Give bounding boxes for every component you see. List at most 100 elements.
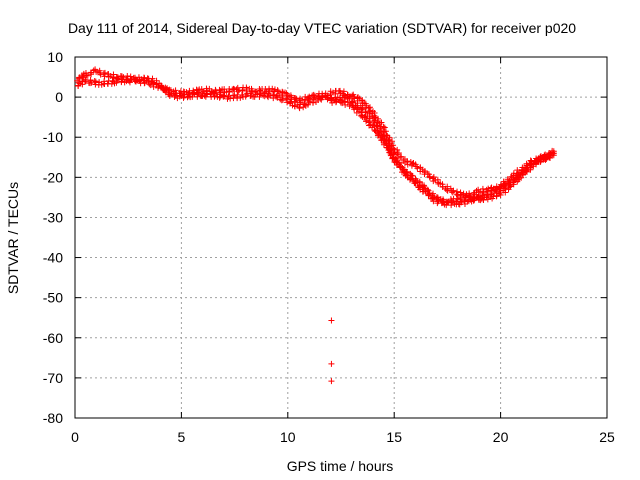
data-point <box>457 196 464 203</box>
data-point <box>397 163 404 170</box>
data-point <box>425 171 432 178</box>
data-point <box>375 115 382 122</box>
data-point <box>304 94 311 101</box>
data-point <box>135 77 142 84</box>
data-point <box>386 134 393 141</box>
data-point <box>311 92 318 99</box>
data-point <box>310 96 317 103</box>
data-point <box>328 378 335 385</box>
data-point <box>396 159 403 166</box>
y-tick-label: -70 <box>43 370 63 386</box>
data-point <box>474 193 481 200</box>
series-track-b <box>75 74 557 209</box>
x-axis-label: GPS time / hours <box>287 458 394 474</box>
data-point <box>84 72 91 79</box>
data-point <box>128 76 135 83</box>
data-point <box>287 92 294 99</box>
series-track-c <box>328 96 557 206</box>
data-point <box>454 192 461 199</box>
data-point <box>426 174 433 181</box>
data-point <box>349 102 356 109</box>
x-tick-label: 25 <box>599 429 615 445</box>
data-point <box>324 92 331 99</box>
data-point <box>496 184 503 191</box>
data-point <box>346 103 353 110</box>
y-tick-label: -80 <box>43 410 63 426</box>
y-axis-label: SDTVAR / TECUs <box>5 182 21 294</box>
data-point <box>359 105 366 112</box>
data-point <box>97 71 104 78</box>
data-point <box>543 156 550 163</box>
data-point <box>328 317 335 324</box>
data-point <box>337 99 344 106</box>
data-point <box>381 124 388 131</box>
data-point <box>386 149 393 156</box>
data-point <box>430 190 437 197</box>
data-point <box>462 194 469 201</box>
data-point <box>440 196 447 203</box>
chart-title: Day 111 of 2014, Sidereal Day-to-day VTE… <box>68 20 576 36</box>
data-point <box>523 168 530 175</box>
data-point <box>416 182 423 189</box>
axis-ticks: 10 0 -10 -20 -30 -40 -50 -60 -70 -80 0 5 10 15 20 25 <box>43 49 615 445</box>
data-point <box>332 90 339 97</box>
data-point <box>247 90 254 97</box>
data-point <box>271 86 278 93</box>
y-tick-label: 10 <box>47 49 63 65</box>
data-point <box>450 187 457 194</box>
data-point <box>537 158 544 165</box>
data-point <box>88 79 95 86</box>
data-point <box>537 155 544 162</box>
data-point <box>412 175 419 182</box>
data-point <box>216 94 223 101</box>
data-point <box>475 193 482 200</box>
data-point <box>378 119 385 126</box>
y-tick-label: -10 <box>43 129 63 145</box>
data-point <box>113 79 120 86</box>
data-marks <box>74 66 557 385</box>
data-point <box>454 188 461 195</box>
x-tick-label: 0 <box>71 429 79 445</box>
series-track-a <box>74 66 557 204</box>
data-point <box>467 193 474 200</box>
data-point <box>149 75 156 82</box>
data-point <box>395 149 402 156</box>
data-point <box>172 87 179 94</box>
data-point <box>510 170 517 177</box>
data-point <box>471 191 478 198</box>
data-point <box>249 87 256 94</box>
data-point <box>180 94 187 101</box>
data-point <box>283 90 290 97</box>
data-point <box>328 360 335 367</box>
y-tick-label: -20 <box>43 169 63 185</box>
data-point <box>92 66 99 73</box>
data-point <box>378 128 385 135</box>
data-point <box>306 93 313 100</box>
y-tick-label: -60 <box>43 330 63 346</box>
data-point <box>380 123 387 130</box>
y-tick-label: -50 <box>43 290 63 306</box>
data-point <box>107 72 114 79</box>
data-point <box>350 91 357 98</box>
data-point <box>284 96 291 103</box>
x-tick-label: 20 <box>493 429 509 445</box>
data-point <box>390 155 397 162</box>
data-point <box>527 162 534 169</box>
data-point <box>412 161 419 168</box>
y-tick-label: 0 <box>55 89 63 105</box>
data-point <box>397 153 404 160</box>
data-point <box>443 198 450 205</box>
data-point <box>283 95 290 102</box>
x-tick-label: 10 <box>280 429 296 445</box>
data-point <box>443 186 450 193</box>
y-tick-label: -40 <box>43 250 63 266</box>
data-point <box>82 78 89 85</box>
data-point <box>425 187 432 194</box>
x-tick-label: 15 <box>386 429 402 445</box>
data-point <box>319 92 326 99</box>
data-point <box>171 91 178 98</box>
data-point <box>403 168 410 175</box>
x-tick-label: 5 <box>178 429 186 445</box>
data-point <box>88 71 95 78</box>
data-point <box>242 93 249 100</box>
